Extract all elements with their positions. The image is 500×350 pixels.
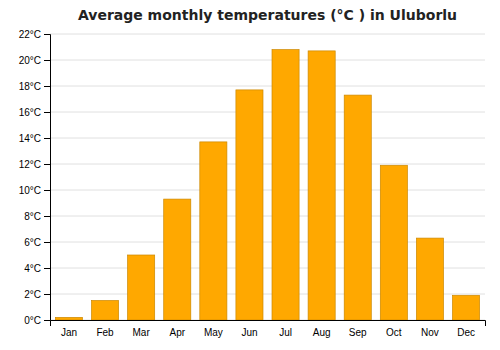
x-tick: May — [204, 327, 223, 338]
x-tick-label: Dec — [457, 327, 475, 338]
plot: 0°C 2°C 4°C 6°C 8°C 10°C 12°C 14°C 16°C 18°C 20°C 2… — [19, 29, 486, 338]
y-axis: 0°C 2°C 4°C 6°C 8°C 10°C 12°C 14°C 16°C 18°C 20°C 2… — [19, 29, 51, 326]
x-tick-label: Sep — [349, 327, 367, 338]
y-tick-label: 4°C — [24, 263, 41, 274]
y-tick: 4°C — [24, 263, 50, 274]
y-tick: 6°C — [24, 237, 50, 248]
y-tick-label: 20°C — [19, 55, 41, 66]
y-tick-label: 16°C — [19, 107, 41, 118]
bars — [55, 50, 479, 320]
x-tick-label: Feb — [96, 327, 114, 338]
y-tick-mark — [44, 216, 50, 217]
grid — [50, 34, 485, 320]
y-tick-label: 22°C — [19, 29, 41, 40]
x-tick: Jun — [241, 327, 257, 338]
x-axis: Jan Feb Mar Apr May Jun Jul Aug Sep Oct Nov Dec — [51, 321, 486, 339]
bar — [236, 90, 263, 320]
y-tick: 20°C — [19, 55, 50, 66]
x-tick-label: Aug — [313, 327, 331, 338]
y-axis-line — [44, 35, 51, 321]
x-tick-label: Jun — [241, 327, 257, 338]
grid-line — [50, 164, 485, 165]
y-tick-mark — [44, 320, 50, 321]
x-tick-label: Nov — [421, 327, 439, 338]
y-tick: 8°C — [24, 211, 50, 222]
grid-line — [50, 216, 485, 217]
bar — [128, 255, 155, 320]
x-tick: Nov — [421, 327, 439, 338]
bar — [272, 50, 299, 320]
y-tick: 18°C — [19, 81, 50, 92]
y-tick-label: 12°C — [19, 159, 41, 170]
bar — [380, 165, 407, 320]
bar — [200, 142, 227, 320]
y-tick-mark — [44, 190, 50, 191]
grid-line — [50, 86, 485, 87]
bar — [55, 317, 82, 320]
x-tick: Dec — [457, 327, 475, 338]
y-tick: 12°C — [19, 159, 50, 170]
y-tick-mark — [44, 268, 50, 269]
x-tick-label: Jan — [61, 327, 77, 338]
y-tick-label: 18°C — [19, 81, 41, 92]
x-tick: Jul — [279, 327, 292, 338]
bar — [344, 95, 371, 320]
chart: 0°C 2°C 4°C 6°C 8°C 10°C 12°C 14°C 16°C 18°C 20°C 2… — [0, 0, 500, 350]
x-tick-label: Oct — [386, 327, 402, 338]
y-tick-mark — [44, 60, 50, 61]
x-tick-label: Jul — [279, 327, 292, 338]
x-tick-label: Apr — [169, 327, 185, 338]
y-tick-mark — [44, 242, 50, 243]
bar — [164, 199, 191, 320]
x-tick-label: Mar — [133, 327, 151, 338]
grid-line — [50, 34, 485, 35]
y-tick: 14°C — [19, 133, 50, 144]
title: Average monthly temperatures (°C ) in Ul… — [78, 7, 457, 23]
x-tick-label: May — [204, 327, 223, 338]
x-tick: Feb — [96, 327, 114, 338]
grid-line — [50, 112, 485, 113]
y-tick-label: 0°C — [24, 315, 41, 326]
bar — [453, 295, 480, 320]
y-tick-mark — [44, 164, 50, 165]
y-tick-label: 10°C — [19, 185, 41, 196]
y-tick-label: 2°C — [24, 289, 41, 300]
y-tick: 16°C — [19, 107, 50, 118]
y-tick-label: 8°C — [24, 211, 41, 222]
y-tick-mark — [44, 294, 50, 295]
y-tick: 0°C — [24, 315, 50, 326]
y-tick-label: 14°C — [19, 133, 41, 144]
grid-line — [50, 190, 485, 191]
bar — [308, 51, 335, 320]
bar — [416, 238, 443, 320]
x-tick: Sep — [349, 327, 367, 338]
bar — [92, 301, 119, 321]
y-tick-mark — [44, 34, 50, 35]
y-tick: 2°C — [24, 289, 50, 300]
y-tick-mark — [44, 86, 50, 87]
y-tick-mark — [44, 138, 50, 139]
grid-line — [50, 60, 485, 61]
x-tick: Jan — [61, 327, 77, 338]
grid-line — [50, 138, 485, 139]
y-tick: 10°C — [19, 185, 50, 196]
y-tick: 22°C — [19, 29, 50, 40]
x-tick: Apr — [169, 327, 185, 338]
x-tick: Oct — [386, 327, 402, 338]
x-tick: Mar — [133, 327, 151, 338]
y-tick-mark — [44, 112, 50, 113]
y-tick-label: 6°C — [24, 237, 41, 248]
x-axis-line — [51, 321, 486, 327]
x-tick: Aug — [313, 327, 331, 338]
